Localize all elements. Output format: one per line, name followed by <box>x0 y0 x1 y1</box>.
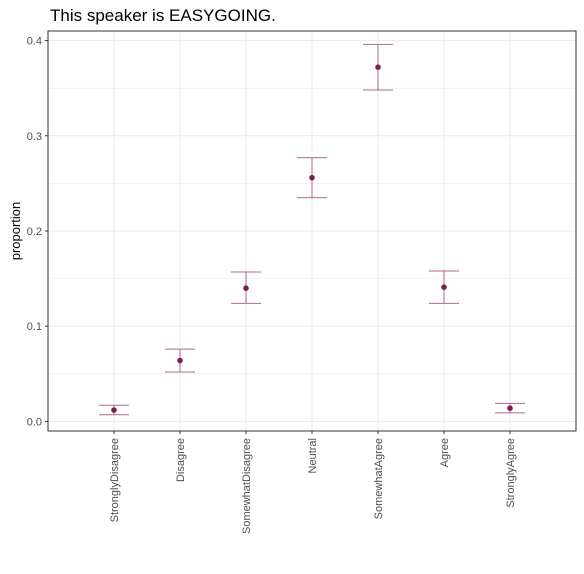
x-tick-label: SomewhatAgree <box>373 438 385 519</box>
marks-layer <box>99 43 525 416</box>
y-tick-label: 0.0 <box>27 416 42 428</box>
x-tick-label: Neutral <box>307 438 319 473</box>
data-point <box>111 407 117 413</box>
x-tick-label: StronglyDisagree <box>109 438 121 522</box>
y-tick-label: 0.4 <box>27 36 42 48</box>
y-tick-label: 0.2 <box>27 226 42 238</box>
y-tick-label: 0.1 <box>27 321 42 333</box>
chart-title: This speaker is EASYGOING. <box>50 6 276 25</box>
data-point <box>177 357 183 364</box>
grid-layer <box>48 31 576 431</box>
data-point <box>243 285 249 291</box>
data-point <box>375 64 381 70</box>
data-point <box>309 174 315 181</box>
data-point <box>507 405 513 411</box>
x-tick-label: StronglyAgree <box>505 438 517 508</box>
y-axis-title: proportion <box>8 202 23 261</box>
data-point <box>441 284 447 290</box>
axis-layer: 0.0 0.1 0.2 0.3 0.4 StronglyDisagree Disagree S… <box>8 36 517 534</box>
y-tick-label: 0.3 <box>27 131 42 143</box>
x-tick-label: Disagree <box>175 438 187 482</box>
x-tick-label: SomewhatDisagree <box>241 438 253 534</box>
x-tick-label: Agree <box>439 438 451 467</box>
